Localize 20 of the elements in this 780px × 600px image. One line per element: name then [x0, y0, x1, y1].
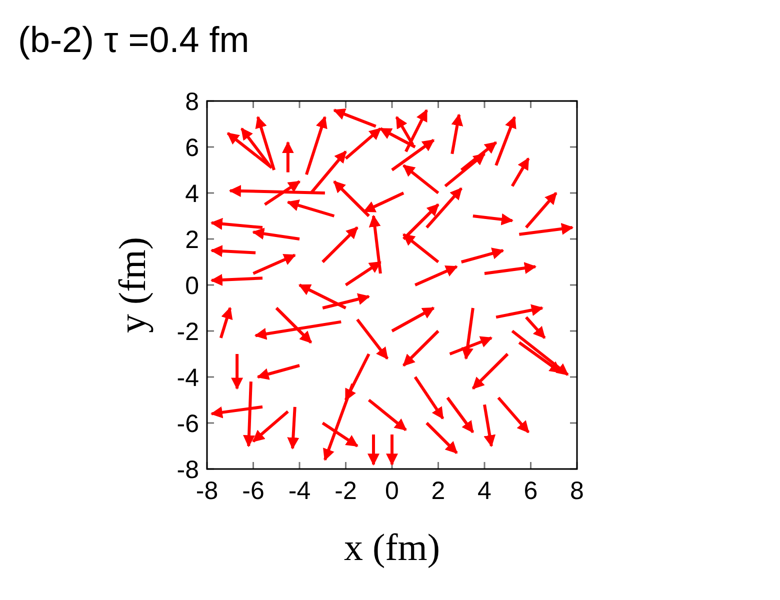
x-tick-label: -2 [334, 477, 357, 505]
y-tick-label: -8 [176, 456, 199, 484]
x-tick-label: 4 [478, 477, 492, 505]
y-tick-label: -4 [176, 364, 200, 392]
x-tick-label: 6 [524, 477, 538, 505]
x-tick-label: 0 [385, 477, 399, 505]
x-tick-label: 2 [431, 477, 446, 505]
x-axis-title: x (fm) [344, 527, 440, 569]
y-axis-title: y (fm) [112, 236, 154, 334]
y-tick-label: 6 [185, 134, 199, 162]
y-tick-label: -2 [176, 318, 199, 346]
y-tick-label: 0 [185, 272, 199, 300]
y-tick-label: 4 [185, 180, 200, 208]
x-tick-label: 8 [570, 477, 584, 505]
chart-title: (b-2) τ =0.4 fm [18, 19, 250, 60]
x-tick-label: -6 [242, 477, 264, 505]
x-tick-label: -4 [288, 477, 311, 505]
y-tick-label: -6 [176, 410, 199, 438]
y-tick-label: 8 [185, 88, 199, 116]
y-tick-label: 2 [185, 226, 199, 254]
